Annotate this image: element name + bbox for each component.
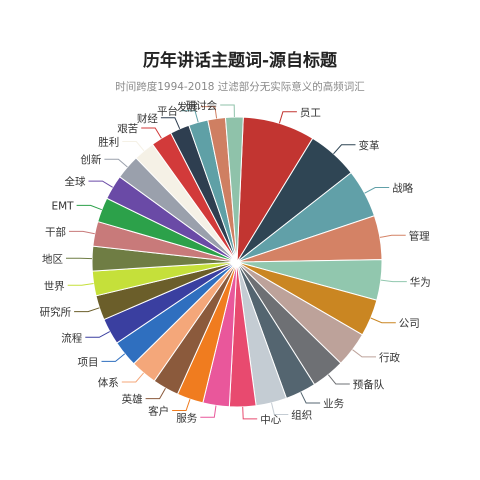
- leader-line-发展: [200, 106, 218, 119]
- leader-line-全球: [88, 180, 113, 188]
- pie-slices: [91, 116, 383, 408]
- leader-line-胜利: [122, 141, 145, 152]
- leader-line-服务: [200, 405, 217, 418]
- slice-label-emt: EMT: [51, 200, 74, 212]
- leader-line-艰苦: [141, 127, 162, 139]
- pie-slice-研讨会: [224, 116, 244, 263]
- slice-label-中心: 中心: [260, 413, 281, 426]
- chart-title: 历年讲话主题词-源自标题: [143, 50, 338, 71]
- slice-label-管理: 管理: [409, 229, 430, 242]
- slice-label-流程: 流程: [61, 331, 82, 344]
- slice-label-客户: 客户: [148, 405, 169, 418]
- slice-label-项目: 项目: [78, 356, 99, 368]
- slice-label-创新: 创新: [80, 153, 101, 166]
- slice-label-财经: 财经: [137, 112, 158, 125]
- slice-label-变革: 变革: [359, 139, 380, 152]
- chart-subtitle: 时间跨度1994-2018 过滤部分无实际意义的高频词汇: [115, 80, 365, 93]
- leader-line-干部: [69, 230, 95, 235]
- leader-line-管理: [379, 234, 406, 238]
- slice-label-平台: 平台: [157, 105, 178, 118]
- slice-label-研究所: 研究所: [40, 306, 72, 319]
- slice-label-胜利: 胜利: [98, 137, 119, 149]
- slice-label-世界: 世界: [44, 280, 65, 292]
- leader-line-英雄: [145, 387, 166, 400]
- slice-label-英雄: 英雄: [122, 393, 143, 406]
- leader-line-行政: [352, 349, 376, 358]
- leader-line-业务: [300, 391, 321, 404]
- leader-line-财经: [160, 117, 181, 129]
- leader-line-创新: [104, 158, 128, 168]
- leader-line-平台: [181, 110, 199, 123]
- leader-line-员工: [278, 111, 297, 124]
- slice-label-地区: 地区: [42, 252, 63, 265]
- slice-label-全球: 全球: [65, 175, 86, 188]
- leader-line-研究所: [74, 307, 100, 313]
- leader-line-研讨会: [220, 104, 235, 118]
- leader-line-变革: [333, 144, 356, 155]
- leader-line-战略: [364, 187, 390, 194]
- leader-line-流程: [85, 331, 111, 338]
- slice-label-体系: 体系: [98, 377, 119, 389]
- leader-line-预备队: [327, 374, 350, 385]
- leader-line-体系: [121, 372, 144, 383]
- leader-line-客户: [172, 399, 191, 411]
- leader-line-项目: [101, 353, 126, 362]
- slice-label-业务: 业务: [323, 397, 344, 410]
- slice-label-行政: 行政: [379, 351, 400, 364]
- slice-label-服务: 服务: [176, 411, 197, 424]
- slice-label-干部: 干部: [45, 225, 66, 238]
- slice-label-组织: 组织: [291, 409, 312, 422]
- slice-label-发展: 发展: [177, 101, 198, 114]
- leader-line-世界: [67, 283, 94, 286]
- slice-label-战略: 战略: [392, 182, 413, 195]
- leader-line-公司: [370, 317, 396, 324]
- slice-label-员工: 员工: [300, 107, 321, 119]
- leader-line-组织: [271, 402, 289, 415]
- leader-line-emt: [76, 204, 102, 211]
- slice-label-研讨会: 研讨会: [186, 99, 218, 112]
- slice-label-预备队: 预备队: [353, 378, 385, 391]
- slice-label-公司: 公司: [399, 318, 420, 330]
- leader-line-中心: [242, 406, 258, 420]
- leader-line-华为: [380, 279, 407, 283]
- slice-label-华为: 华为: [410, 276, 431, 289]
- slice-label-艰苦: 艰苦: [117, 122, 138, 135]
